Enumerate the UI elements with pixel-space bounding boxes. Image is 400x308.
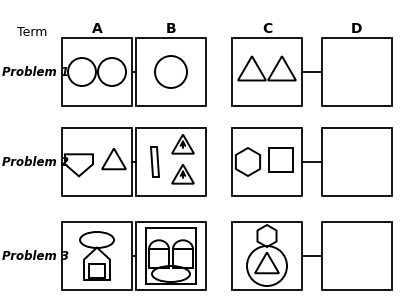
Bar bbox=[136, 38, 206, 106]
Text: Problem 3: Problem 3 bbox=[2, 249, 69, 262]
Bar bbox=[89, 264, 105, 278]
Text: Term: Term bbox=[17, 26, 47, 39]
Bar bbox=[136, 222, 206, 290]
Text: Problem 2: Problem 2 bbox=[2, 156, 69, 168]
Bar bbox=[269, 148, 293, 172]
Bar bbox=[146, 228, 196, 284]
Bar bbox=[62, 222, 132, 290]
Text: C: C bbox=[262, 22, 272, 36]
Bar bbox=[173, 249, 193, 268]
Bar bbox=[232, 222, 302, 290]
Bar bbox=[62, 38, 132, 106]
Text: B: B bbox=[166, 22, 176, 36]
Text: D: D bbox=[351, 22, 363, 36]
Bar bbox=[149, 249, 169, 268]
Bar bbox=[322, 128, 392, 196]
Bar bbox=[62, 128, 132, 196]
Bar bbox=[136, 128, 206, 196]
Text: Problem 1: Problem 1 bbox=[2, 66, 69, 79]
Bar bbox=[322, 38, 392, 106]
Text: A: A bbox=[92, 22, 102, 36]
Bar bbox=[232, 38, 302, 106]
Bar bbox=[232, 128, 302, 196]
Bar bbox=[322, 222, 392, 290]
